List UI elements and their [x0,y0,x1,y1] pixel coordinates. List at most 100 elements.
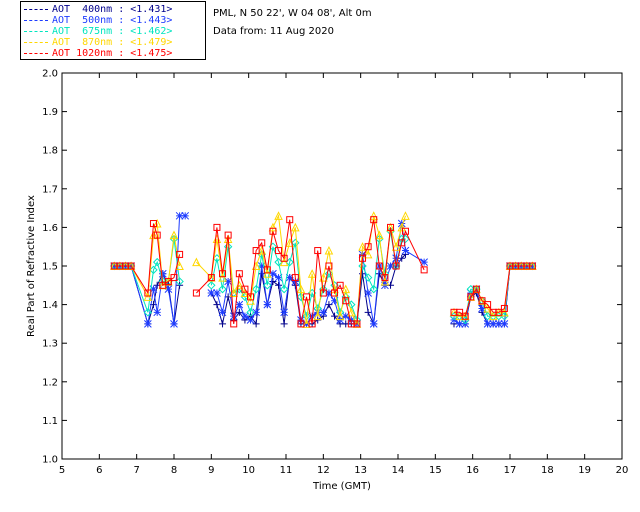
legend-label-500nm: AOT 500nm : <1.443> [52,15,173,26]
data-point [224,277,232,286]
data-point [302,319,311,328]
data-point [456,308,464,316]
series-line [114,223,181,299]
data-point [455,311,464,321]
series-line [114,238,181,313]
data-point [229,312,238,321]
y-tick-label: 1.2 [42,377,58,388]
data-point [341,284,351,294]
legend-swatch [24,42,48,43]
data-point [331,312,339,320]
data-point [218,272,227,282]
x-tick-label: 7 [133,465,139,476]
data-point [325,262,333,270]
data-point [158,269,167,278]
data-point [347,316,356,324]
series-line [114,223,181,295]
y-tick-label: 1.7 [42,184,58,195]
data-point [127,262,135,270]
data-point [358,242,367,251]
legend-item-675nm: AOT 675nm : <1.462> [24,26,172,37]
data-point [246,316,255,324]
series-line [196,214,406,326]
data-point [235,308,243,316]
data-point [170,274,178,282]
x-axis-label: Time (GMT) [312,481,371,492]
data-point [420,258,428,266]
legend-swatch [24,9,48,10]
legend-swatch [24,31,48,32]
data-point [461,312,469,320]
data-point [291,222,300,232]
data-point [455,320,464,328]
legend-swatch [24,20,48,21]
data-point [275,247,283,255]
date-text: Data from: 11 Aug 2020 [213,26,334,37]
data-point [313,311,323,321]
data-point [175,211,184,220]
data-point [500,304,508,312]
x-tick-label: 15 [429,465,442,476]
data-point [263,266,271,274]
data-point [218,284,227,294]
data-point [353,320,361,328]
data-point [263,269,272,278]
data-point [314,247,322,255]
data-point [401,227,409,235]
data-point [149,285,158,294]
data-point [484,301,492,309]
x-tick-label: 11 [280,465,293,476]
data-point [275,281,283,289]
data-point [528,262,536,270]
data-point [153,308,162,317]
legend-label-400nm: AOT 400nm : <1.431> [52,4,173,15]
data-point [152,218,162,228]
data-point [392,262,400,270]
data-point [364,243,372,251]
data-point [342,297,350,305]
data-point [363,249,373,259]
data-point [420,266,428,274]
data-point [369,320,378,328]
data-point [230,320,238,328]
data-point [240,288,250,298]
y-tick-label: 1.4 [42,300,58,311]
data-point [303,293,311,301]
data-point [319,289,327,297]
x-tick-label: 13 [354,465,367,476]
data-point [369,284,378,294]
data-point [387,223,395,231]
y-tick-label: 1.5 [42,262,58,273]
data-point [483,303,492,313]
data-point [308,320,316,328]
data-point [175,261,184,270]
data-point [319,308,328,317]
data-point [308,312,316,321]
data-point [370,216,378,224]
data-point [258,270,266,278]
x-tick-label: 16 [466,465,479,476]
data-point [330,296,339,305]
data-point [269,227,277,235]
x-tick-label: 6 [96,465,102,476]
legend-label-1020nm: AOT 1020nm : <1.475> [52,48,173,59]
data-point [241,312,249,321]
data-point [164,277,172,285]
data-point [380,276,390,286]
data-point [391,242,401,251]
data-point [478,297,486,305]
data-point [280,308,288,317]
data-point [252,320,260,328]
data-point [401,211,410,220]
data-point [392,254,400,263]
data-point [291,274,299,282]
data-point [269,269,277,278]
data-point [192,289,200,297]
x-tick-label: 18 [541,465,554,476]
data-point [375,262,383,270]
data-point [192,257,201,267]
data-point [291,238,300,248]
data-point [341,312,350,321]
data-point [110,262,119,270]
data-point [369,211,379,220]
